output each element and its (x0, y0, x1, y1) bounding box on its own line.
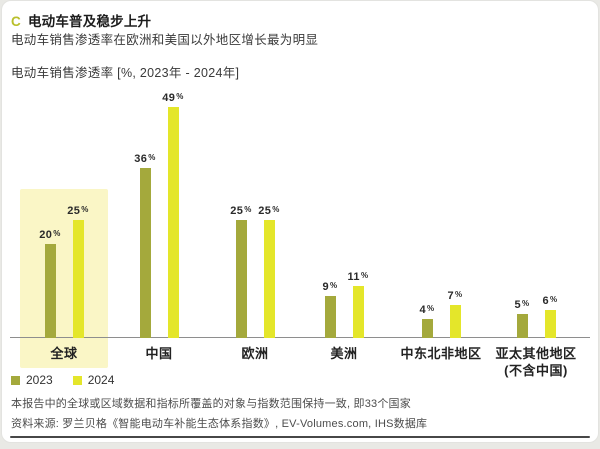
bar-2024 (449, 305, 461, 338)
bar-value-label: 36% (134, 153, 156, 165)
bar-2024 (263, 220, 275, 338)
bottom-divider (10, 436, 590, 438)
legend-label: 2023 (26, 373, 53, 387)
plot-area: 20% 25% 36% 49% 25% 25% 9% 11% 4% 7% 5% 6% (2, 1, 598, 338)
legend-item-2024: 2024 (72, 373, 115, 387)
bar-group: 20% 25% (34, 205, 94, 338)
bar-2023 (421, 319, 433, 338)
bar-value-label: 5% (514, 299, 530, 311)
bar-wrap: 25% (258, 205, 279, 338)
legend-label: 2024 (87, 373, 115, 387)
bar-2023 (324, 296, 336, 338)
legend-item-2023: 2023 (11, 373, 53, 387)
bar-group: 4% 7% (411, 290, 471, 338)
section-marker: C (11, 14, 21, 29)
bar-2023 (139, 168, 151, 338)
legend: 2023 2024 (11, 373, 114, 387)
category-label: 欧洲 (241, 346, 269, 361)
bar-wrap: 5% (514, 299, 529, 338)
footnote-coverage: 本报告中的全球或区域数据和指标所覆盖的对象与指数范围保持一致, 即33个国家 (11, 398, 411, 410)
category-label: 美洲 (330, 346, 358, 361)
highlight-band-global (20, 189, 108, 368)
bar-group: 9% 11% (314, 271, 374, 338)
bar-value-label: 11% (347, 271, 369, 283)
category-label: 亚太其他地区 (不含中国) (495, 346, 577, 378)
bar-2024 (167, 107, 179, 338)
bar-wrap: 25% (67, 205, 88, 338)
category-label: 中东北非地区 (400, 346, 482, 361)
bar-wrap: 9% (322, 281, 337, 338)
bar-wrap: 49% (162, 92, 183, 338)
bar-value-label: 25% (67, 205, 89, 217)
chart-title: 电动车普及稳步上升 (27, 14, 152, 29)
bar-2023 (44, 244, 56, 338)
chart-header: C 电动车普及稳步上升 (11, 10, 151, 30)
category-label: 全球 (50, 346, 78, 361)
bar-value-label: 6% (542, 295, 558, 307)
bar-group: 5% 6% (506, 295, 566, 338)
bar-value-label: 25% (230, 205, 252, 217)
axis-caption: 电动车销售渗透率 [%, 2023年 - 2024年] (11, 66, 240, 80)
bar-2024 (352, 286, 364, 338)
bar-value-label: 9% (322, 281, 338, 293)
bar-group: 36% 49% (129, 92, 189, 338)
bar-value-label: 4% (419, 304, 435, 316)
bar-2023 (516, 314, 528, 338)
bar-wrap: 36% (134, 153, 155, 338)
footnote-source: 资料来源: 罗兰贝格《智能电动车补能生态体系指数》, EV-Volumes.co… (11, 418, 428, 430)
bar-wrap: 25% (230, 205, 251, 338)
x-axis-line (10, 337, 590, 338)
bar-wrap: 4% (419, 304, 434, 338)
bar-wrap: 7% (447, 290, 462, 338)
category-label: 中国 (145, 346, 173, 361)
bar-group: 25% 25% (225, 205, 285, 338)
bar-value-label: 20% (39, 229, 61, 241)
legend-swatch (72, 375, 82, 385)
bar-value-label: 7% (447, 290, 463, 302)
bar-wrap: 6% (542, 295, 557, 338)
bar-value-label: 49% (162, 92, 184, 104)
bar-wrap: 11% (348, 271, 368, 338)
bar-value-label: 25% (258, 205, 280, 217)
legend-swatch (11, 375, 20, 385)
bar-2023 (235, 220, 247, 338)
bar-2024 (72, 220, 84, 338)
chart-subtitle: 电动车销售渗透率在欧洲和美国以外地区增长最为明显 (11, 33, 319, 47)
bar-2024 (544, 310, 556, 338)
bar-wrap: 20% (39, 229, 60, 338)
